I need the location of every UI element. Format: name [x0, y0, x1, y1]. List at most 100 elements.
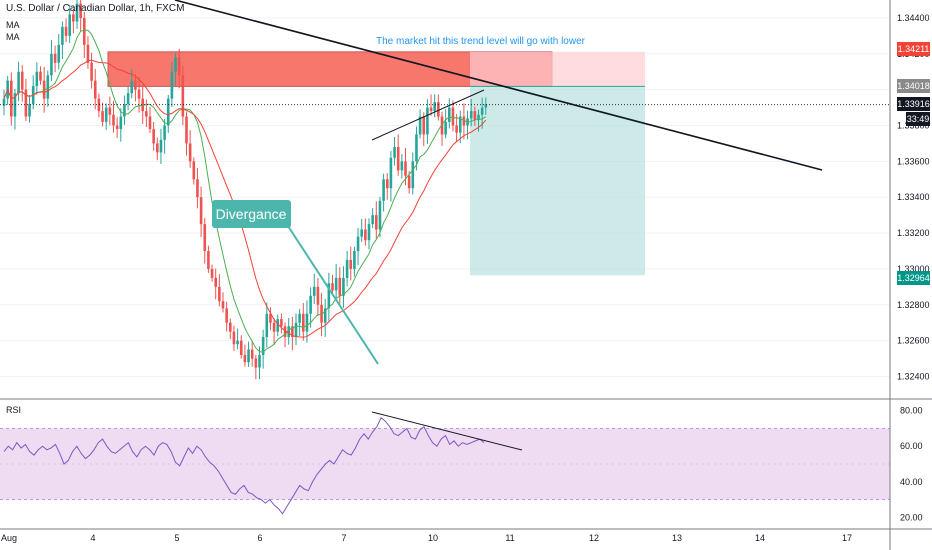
rsi-band	[0, 427, 890, 501]
candle-body	[46, 75, 50, 99]
candle-body	[2, 98, 6, 106]
rsi-tick-label: 80.00	[900, 406, 923, 416]
ma-legend-1[interactable]: MA	[6, 20, 20, 30]
candle-body	[101, 111, 104, 122]
candle-body	[236, 340, 239, 345]
candle-body	[50, 53, 53, 76]
candle-body	[166, 98, 170, 126]
candle-body	[385, 179, 389, 189]
candle-body	[17, 71, 20, 94]
main-trendline	[174, 0, 823, 171]
candle-body	[83, 17, 86, 45]
candle-body	[440, 116, 444, 135]
candle-body	[177, 57, 181, 76]
candle-body	[210, 268, 214, 278]
candle-body	[196, 179, 199, 198]
candle-body	[115, 125, 119, 130]
candle-body	[57, 44, 61, 63]
price-badge-last: 1.33916	[897, 97, 930, 111]
candle-body	[356, 236, 360, 251]
candle-body	[250, 349, 254, 359]
candle-body	[309, 295, 312, 314]
candle-body	[35, 71, 39, 87]
candle-body	[229, 322, 232, 332]
candle-body	[382, 179, 385, 201]
candle-body	[119, 116, 123, 130]
rsi-series	[3, 411, 523, 515]
candle-body	[477, 114, 480, 121]
candle-body	[269, 313, 272, 323]
candle-body	[404, 161, 407, 176]
candle-body	[371, 215, 374, 225]
candlestick-series	[2, 0, 488, 380]
candle-body	[185, 116, 188, 144]
candle-body	[72, 14, 75, 22]
candle-body	[415, 134, 418, 162]
price-tick-label: 1.33200	[897, 228, 930, 238]
market-note-text[interactable]: The market hit this trend level will go …	[376, 36, 585, 47]
candle-body	[334, 277, 338, 291]
candle-body	[152, 129, 155, 144]
candle-body	[360, 229, 363, 237]
candle-body	[104, 107, 108, 122]
candle-body	[389, 157, 393, 189]
candle-body	[393, 147, 396, 158]
candle-body	[444, 121, 447, 135]
candle-body	[411, 161, 415, 189]
candle-body	[108, 107, 112, 115]
candle-body	[24, 89, 28, 117]
price-badge-top-zone: 1.34211	[897, 42, 930, 56]
candle-body	[473, 111, 477, 121]
candle-body	[331, 283, 334, 291]
candle-body	[130, 80, 134, 94]
candle-body	[42, 80, 46, 99]
price-badge-target: 1.32964	[897, 271, 930, 285]
candle-body	[353, 250, 356, 269]
candle-body	[159, 139, 163, 153]
divergence-pointer-line	[287, 225, 379, 365]
candle-body	[203, 224, 207, 251]
candle-body	[345, 259, 349, 278]
ma-legend-2[interactable]: MA	[6, 32, 20, 42]
divergence-label-box	[212, 200, 291, 228]
candle-body	[323, 308, 327, 323]
candle-body	[156, 143, 159, 153]
candle-body	[448, 107, 451, 122]
candle-body	[134, 80, 137, 90]
candle-body	[199, 197, 203, 225]
candle-body	[97, 98, 101, 112]
candle-body	[112, 114, 115, 126]
candle-body	[316, 286, 320, 305]
time-tick-label: 14	[755, 533, 765, 543]
candle-body	[283, 326, 287, 338]
candle-body	[247, 349, 250, 363]
candle-body	[68, 14, 71, 36]
candle-body	[422, 116, 426, 135]
candle-body	[484, 103, 488, 108]
rsi-tick-label: 60.00	[900, 441, 923, 451]
candle-body	[437, 102, 440, 117]
candle-body	[86, 44, 90, 63]
price-tick-label: 1.34400	[897, 13, 930, 23]
candle-body	[458, 116, 462, 133]
candle-body	[137, 89, 141, 99]
price-tick-label: 1.33400	[897, 192, 930, 202]
trade-zones	[107, 51, 645, 276]
candle-body	[302, 313, 305, 332]
candle-body	[170, 71, 174, 99]
candle-body	[426, 107, 429, 135]
price-tick-label: 1.33000	[897, 264, 930, 274]
price-tick-label: 1.32400	[897, 371, 930, 381]
candle-body	[64, 26, 68, 36]
candle-body	[243, 354, 247, 363]
candle-body	[214, 277, 217, 287]
candle-body	[338, 277, 342, 296]
time-tick-label: 11	[505, 533, 514, 543]
candle-body	[163, 125, 166, 140]
candle-body	[225, 308, 228, 323]
ma-fast-line	[3, 29, 487, 353]
price-badge-zone-low: 1.34018	[897, 79, 930, 93]
symbol-title: U.S. Dollar / Canadian Dollar, 1h, FXCM	[6, 3, 185, 14]
candle-body	[192, 161, 196, 180]
